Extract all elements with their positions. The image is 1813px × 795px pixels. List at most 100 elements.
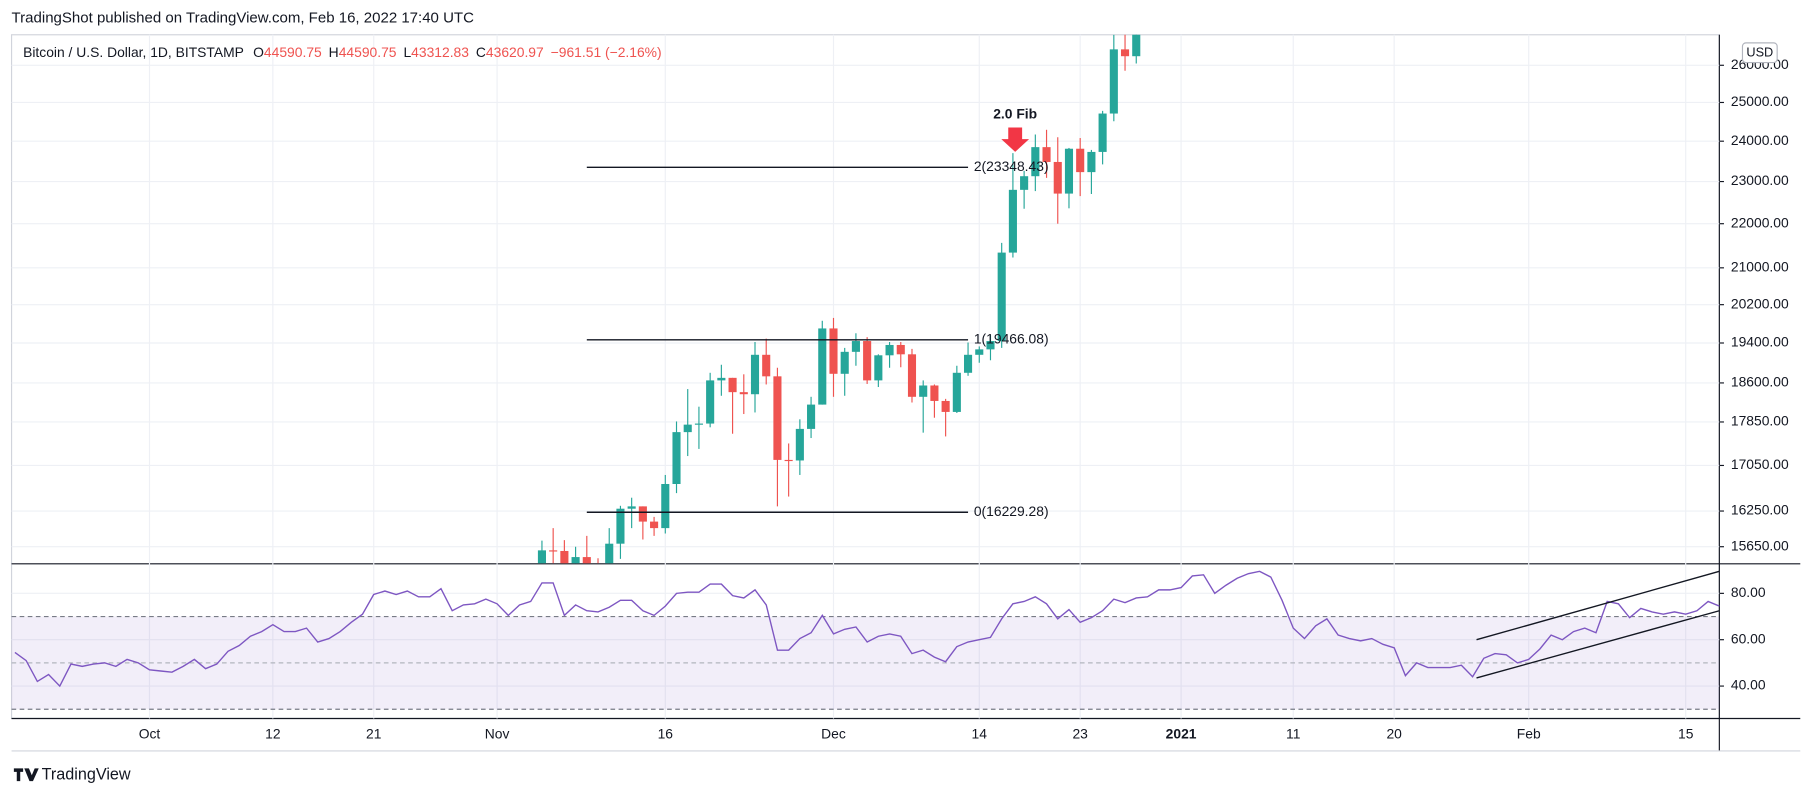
candle-body [818, 328, 827, 405]
candle-body [627, 506, 636, 509]
x-tick-label: Oct [139, 725, 161, 741]
legend-item: O [253, 44, 264, 60]
footer: TradingView [42, 766, 131, 784]
candle-body [1053, 161, 1062, 194]
candle-body [694, 423, 703, 425]
x-tick-label: 12 [265, 725, 281, 741]
logo-icon [13, 768, 39, 782]
x-tick-label: 2021 [1166, 725, 1197, 741]
fib-label: 1(19466.08) [974, 330, 1049, 346]
currency-box [1741, 42, 1778, 64]
x-tick-label: 16 [658, 725, 674, 741]
candle-body [1087, 151, 1096, 173]
y-tick-label: 20200.00 [1731, 295, 1789, 311]
candle-body [964, 354, 973, 373]
candle-body [997, 252, 1006, 342]
x-tick-label: 23 [1072, 725, 1088, 741]
candle-body [616, 508, 625, 544]
y-tick-label: 15650.00 [1731, 537, 1789, 553]
currency: USD [1746, 45, 1773, 60]
y-tick-label: 19400.00 [1731, 334, 1789, 350]
y-tick-label: 25000.00 [1731, 93, 1789, 109]
candle-body [896, 344, 905, 355]
candle-body [728, 377, 737, 393]
candle-body [807, 404, 816, 429]
legend-item: −961.51 (−2.16%) [551, 44, 662, 60]
candle-body [919, 385, 928, 397]
legend-item: H [329, 44, 339, 60]
y-tick-label: 17850.00 [1731, 413, 1789, 429]
candle-body [1020, 176, 1029, 190]
candle-body [717, 377, 726, 381]
y-tick-label: 40.00 [1731, 677, 1766, 693]
candle-body [605, 543, 614, 564]
candle-body [1064, 148, 1074, 194]
candle-body [952, 372, 961, 412]
legend-item: 44590.75 [264, 44, 322, 60]
header: TradingShot published on TradingView.com… [12, 10, 475, 27]
x-tick-label: 21 [366, 725, 382, 741]
trend-line [1476, 570, 1720, 641]
y-tick-label: 24000.00 [1731, 132, 1789, 148]
x-tick-label: Feb [1517, 725, 1541, 741]
candle-body [560, 550, 569, 564]
candle-body [1031, 147, 1040, 177]
candle-body [773, 376, 782, 460]
x-tick-label: 15 [1678, 725, 1694, 741]
fib-arrow [1001, 127, 1030, 152]
candle-body [986, 341, 995, 350]
candle-body [661, 483, 670, 529]
candle-body [683, 424, 692, 433]
x-tick-label: Nov [485, 725, 510, 741]
candle-body [874, 355, 883, 381]
candle-body [750, 354, 760, 395]
candle-body [582, 557, 591, 564]
candle-body [1076, 148, 1085, 173]
legend-item: 44590.75 [339, 44, 397, 60]
legend-item: 43620.97 [486, 44, 544, 60]
x-tick-label: 20 [1386, 725, 1402, 741]
candle-body [1042, 147, 1051, 162]
candle-body [1098, 113, 1107, 152]
trend-line [1476, 610, 1720, 679]
candle-body [930, 385, 939, 401]
candle-body [537, 550, 546, 564]
y-tick-label: 80.00 [1731, 584, 1766, 600]
candle-body [650, 521, 659, 529]
candle-body [885, 344, 894, 356]
x-tick-label: 11 [1286, 725, 1301, 741]
y-tick-label: 16250.00 [1731, 502, 1789, 518]
candle-body [549, 550, 558, 552]
candle-body [1008, 189, 1017, 253]
symbol: Bitcoin / U.S. Dollar, 1D, BITSTAMP [23, 44, 244, 60]
candle-body [739, 392, 748, 395]
candle-body [840, 351, 849, 374]
candle-body [784, 459, 793, 462]
x-tick-label: 14 [972, 725, 988, 741]
legend-item: 43312.83 [411, 44, 469, 60]
y-tick-label: 17050.00 [1731, 456, 1789, 472]
candle-body [907, 354, 917, 397]
x-tick-label: Dec [821, 725, 846, 741]
rsi-line [14, 570, 1720, 688]
candle-body [851, 341, 860, 352]
candle-body [1120, 49, 1130, 57]
candle-body [829, 328, 838, 374]
candle-body [1109, 49, 1118, 114]
candle-body [762, 354, 771, 377]
candle-body [863, 341, 872, 381]
annotation: 2.0 Fib [993, 105, 1037, 121]
candle-body [1132, 34, 1141, 57]
legend-item: C [476, 44, 486, 60]
candle-body [975, 349, 984, 355]
y-tick-label: 60.00 [1731, 630, 1766, 646]
candle-body [706, 380, 715, 424]
candle-body [672, 432, 681, 484]
y-tick-label: 23000.00 [1731, 172, 1789, 188]
legend-item: L [403, 44, 411, 60]
y-tick-label: 21000.00 [1731, 258, 1789, 274]
candle-body [571, 557, 580, 564]
fib-label: 2(23348.43) [974, 158, 1049, 174]
candle-body [941, 400, 950, 412]
